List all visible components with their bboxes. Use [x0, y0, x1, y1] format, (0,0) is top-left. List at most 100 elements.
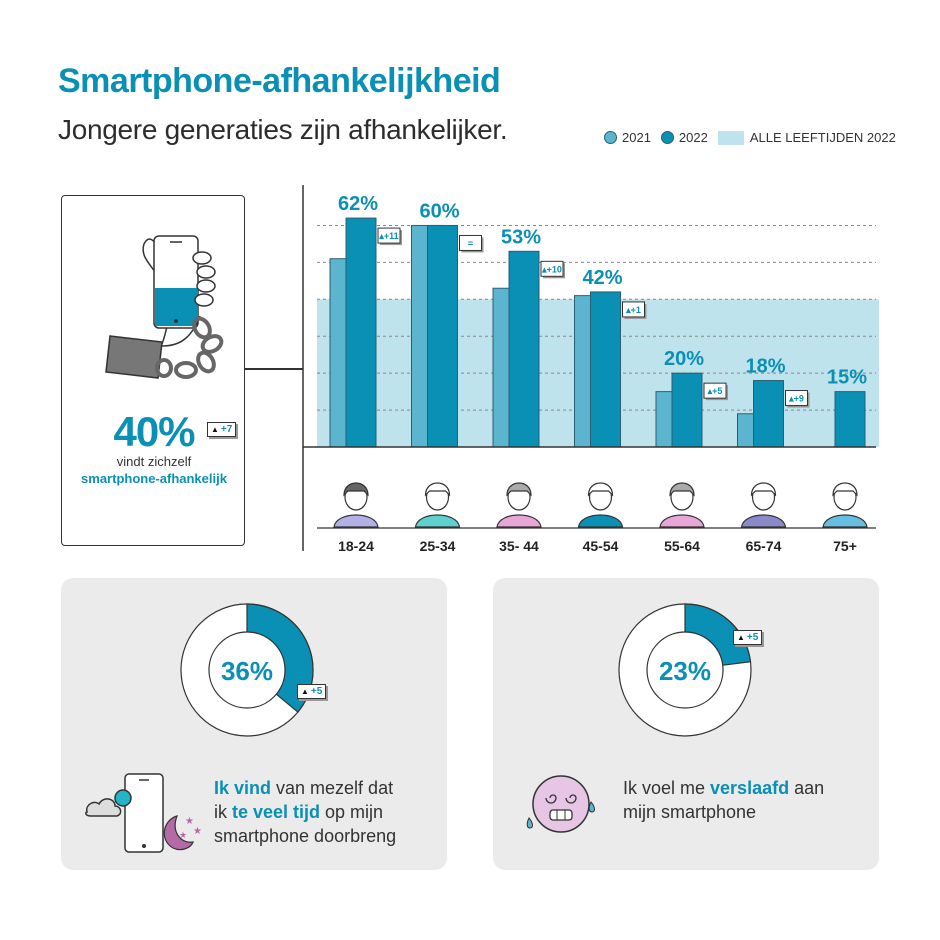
- avatar-hair: [424, 482, 451, 497]
- change-badge: [459, 234, 482, 251]
- panel-addicted: 23% ▲ +5 Ik voel me verslaafd aan mijn sm…: [493, 578, 879, 870]
- bar-2022: [590, 291, 621, 448]
- caption-text-2: aan: [789, 778, 825, 798]
- caption-line-3: smartphone doorbreng: [214, 826, 397, 846]
- bar-2022: [427, 224, 458, 448]
- legend-item-2022: 2022: [660, 130, 708, 145]
- overall-stat: 40% ▲ +7 vindt zichzelf smartphone-afhank…: [62, 408, 246, 486]
- overall-caption-line1: vindt zichzelf: [116, 454, 192, 469]
- caption-too-much-time: Ik vind van mezelf dat ik te veel tijd o…: [214, 776, 396, 848]
- bar-2022: [753, 380, 784, 448]
- page-title: Smartphone-afhankelijkheid: [58, 62, 501, 100]
- bar-value-label: 53%: [501, 226, 541, 248]
- caption-bold-1: verslaafd: [710, 778, 790, 798]
- overall-change-value: +7: [220, 424, 233, 435]
- donut-value-addicted: 23%: [658, 656, 712, 686]
- legend-label-all-ages: ALLE LEEFTIJDEN 2022: [749, 130, 896, 145]
- connector-line: [245, 368, 303, 370]
- donut-value-too-much-time: 36%: [220, 656, 274, 686]
- svg-text:★: ★: [185, 816, 194, 827]
- x-tick-label: 35- 44: [499, 538, 539, 554]
- bar-2022: [508, 250, 540, 448]
- caption-bold-1: Ik vind: [214, 778, 272, 798]
- up-triangle-icon: ▲: [211, 425, 219, 434]
- person-avatar-icon: [577, 482, 624, 528]
- change-badge-too-much-time: ▲ +5: [297, 684, 327, 699]
- avatar-hair: [506, 482, 532, 497]
- overall-dependency-card: 40% ▲ +7 vindt zichzelf smartphone-afhank…: [61, 195, 245, 546]
- change-badge-addicted: ▲ +5: [733, 630, 763, 645]
- bar-2022: [671, 372, 703, 448]
- phone-night-icon: ★ ★ ★: [85, 773, 202, 853]
- x-tick-label: 65-74: [746, 538, 782, 554]
- change-badge-value: =: [468, 238, 473, 248]
- x-tick-label: 45-54: [583, 538, 619, 554]
- donut-hole: [646, 631, 724, 709]
- change-badge-value: ▴+1: [625, 305, 641, 315]
- avatar-hair: [832, 482, 858, 497]
- caption-text-3: op mijn: [320, 802, 384, 822]
- avatar-shirt: [740, 514, 787, 528]
- x-tick-label: 55-64: [664, 538, 700, 554]
- person-avatar-icon: [333, 482, 379, 528]
- person-avatar-icon: [496, 482, 542, 528]
- x-tick-label: 18-24: [338, 538, 374, 554]
- avatar-shirt: [822, 514, 868, 528]
- avatar-hair: [587, 482, 614, 497]
- legend-label-2021: 2021: [622, 130, 651, 145]
- hand-chained-phone-icon: [105, 235, 224, 379]
- caption-line-1: Ik voel me verslaafd aan: [623, 776, 824, 800]
- change-badge: [622, 301, 645, 318]
- legend-label-2022: 2022: [678, 130, 708, 145]
- change-badge-value: ▴+10: [541, 264, 562, 274]
- person-avatar-icon: [822, 482, 868, 528]
- avatar-shirt: [333, 514, 379, 528]
- bar-value-label: 60%: [419, 200, 459, 222]
- overall-change-badge: ▲ +7: [207, 422, 237, 437]
- panel-too-much-time: 36% ▲ +5 ★ ★ ★ Ik vind van mezelf dat ik …: [61, 578, 447, 870]
- caption-line-1: Ik vind van mezelf dat: [214, 776, 396, 800]
- overall-value: 40%: [113, 408, 195, 455]
- person-avatar-icon: [740, 482, 787, 528]
- svg-text:★: ★: [179, 831, 187, 841]
- donut-chart-too-much-time: [180, 603, 314, 737]
- up-triangle-icon: ▲: [737, 633, 745, 642]
- legend-item-2021: 2021: [604, 130, 651, 145]
- caption-addicted: Ik voel me verslaafd aan mijn smartphone: [623, 776, 824, 824]
- change-badge: [785, 390, 808, 407]
- chart-legend: 2021 2022 ALLE LEEFTIJDEN 2022: [604, 130, 906, 145]
- avatar-shirt: [577, 514, 624, 528]
- avatar-shirt: [496, 514, 542, 528]
- caption-line-2: mijn smartphone: [623, 802, 757, 822]
- bar-value-label: 42%: [582, 267, 622, 289]
- change-value-addicted: +5: [746, 632, 759, 643]
- avatar-shirt: [414, 514, 461, 528]
- page-subtitle: Jongere generaties zijn afhankelijker.: [58, 114, 508, 145]
- bar-2022: [345, 217, 377, 448]
- donut-hole: [208, 631, 286, 709]
- avatar-shirt: [659, 514, 705, 528]
- change-badge-value: ▴+5: [707, 386, 723, 396]
- caption-bold-2: te veel tijd: [232, 802, 321, 822]
- legend-item-all-ages: ALLE LEEFTIJDEN 2022: [717, 130, 896, 145]
- person-avatar-icon: [659, 482, 705, 528]
- change-badge: [377, 227, 401, 244]
- overall-caption-line2: smartphone-afhankelijk: [81, 471, 227, 486]
- change-badge-value: ▴+9: [788, 394, 804, 404]
- change-badge-value: ▴+11: [378, 231, 398, 241]
- legend-swatch-all-ages: [717, 130, 744, 145]
- caption-text-2: ik: [214, 802, 232, 822]
- change-badge: [540, 260, 564, 277]
- dizzy-face-icon: [526, 775, 595, 833]
- donut-chart-addicted: [618, 603, 752, 737]
- caption-text-1: Ik voel me: [623, 778, 711, 798]
- avatar-hair: [669, 482, 695, 497]
- avatar-hair: [343, 482, 369, 497]
- bar-value-label: 15%: [827, 367, 867, 389]
- caption-text-1: van mezelf dat: [271, 778, 394, 798]
- bar-value-label: 20%: [664, 348, 704, 370]
- x-tick-label: 25-34: [420, 538, 456, 554]
- avatar-hair: [750, 482, 777, 497]
- legend-swatch-2022: [660, 131, 674, 144]
- age-bar-chart: 62% ▴+11 18-24 60% = 25-34 53% ▴+10 35- 44 42% ▴+1…: [302, 185, 879, 554]
